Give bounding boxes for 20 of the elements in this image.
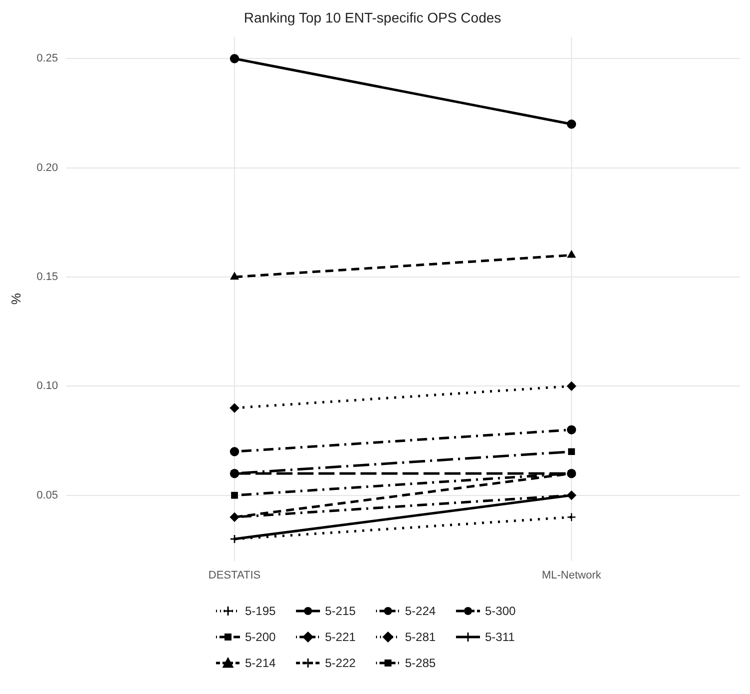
y-tick-label: 0.10: [36, 380, 58, 392]
legend-label: 5-214: [245, 656, 276, 670]
legend-label: 5-300: [485, 604, 516, 618]
y-tick-label: 0.25: [36, 52, 58, 65]
y-tick-label: 0.20: [36, 162, 58, 174]
legend-label: 5-285: [405, 656, 436, 670]
x-tick-label: DESTATIS: [208, 569, 261, 582]
legend-label: 5-221: [325, 630, 356, 644]
legend-label: 5-311: [485, 630, 515, 644]
legend-label: 5-222: [325, 656, 356, 670]
y-tick-label: 0.05: [36, 489, 58, 502]
legend-label: 5-195: [245, 604, 276, 618]
legend-label: 5-200: [245, 630, 276, 644]
y-axis-title: %: [8, 292, 24, 305]
legend-label: 5-281: [405, 630, 436, 644]
legend-label: 5-215: [325, 604, 356, 618]
chart-title: Ranking Top 10 ENT-specific OPS Codes: [244, 9, 502, 26]
y-tick-label: 0.15: [36, 271, 58, 283]
legend-label: 5-224: [405, 604, 436, 618]
x-tick-label: ML-Network: [542, 569, 602, 582]
